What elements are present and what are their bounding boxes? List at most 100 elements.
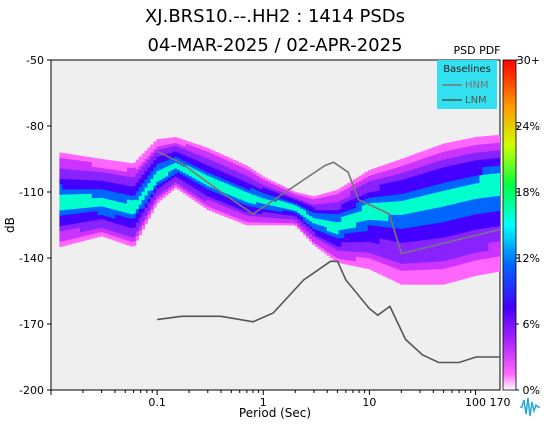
pdf-cell [279, 218, 284, 221]
pdf-cell [426, 194, 430, 203]
pdf-cell [150, 152, 154, 157]
pdf-cell [494, 150, 498, 159]
pdf-cell [220, 161, 225, 166]
pdf-cell [68, 204, 72, 210]
pdf-cell [391, 161, 395, 169]
pdf-cell [497, 248, 500, 257]
pdf-cell [438, 253, 442, 262]
pdf-cell [309, 236, 313, 239]
pdf-cell [329, 202, 333, 207]
pdf-cell [350, 218, 354, 224]
pdf-cell [450, 149, 454, 158]
pdf-cell [235, 214, 239, 219]
pdf-cell [361, 215, 366, 222]
pdf-cell [338, 188, 342, 193]
pdf-cell [323, 239, 328, 244]
pdf-cell [103, 181, 107, 186]
pdf-cell [335, 213, 339, 219]
pdf-cell [59, 220, 63, 227]
pdf-cell [91, 197, 96, 203]
pdf-cell [285, 202, 289, 205]
pdf-cell [461, 162, 466, 171]
pdf-cell [332, 229, 336, 234]
pdf-cell [218, 200, 222, 205]
pdf-cell [138, 178, 143, 183]
pdf-cell [88, 234, 93, 240]
pdf-cell [179, 168, 184, 172]
pdf-cell [382, 245, 386, 252]
pdf-cell [200, 192, 204, 196]
pdf-cell [82, 198, 87, 204]
pdf-cell [476, 182, 480, 191]
pdf-cell [361, 184, 366, 190]
pdf-cell [62, 194, 66, 200]
pdf-cell [144, 179, 148, 184]
pdf-cell [215, 165, 219, 170]
pdf-cell [59, 173, 63, 180]
pdf-cell [444, 158, 448, 167]
pdf-cell [218, 153, 222, 157]
pdf-cell [414, 277, 419, 285]
pdf-cell [121, 234, 125, 239]
pdf-cell [403, 263, 407, 271]
pdf-cell [361, 231, 366, 237]
pdf-cell [297, 212, 301, 216]
pdf-cell [59, 157, 63, 164]
pdf-cell [291, 192, 295, 195]
pdf-cell [467, 161, 472, 170]
pdf-cell [150, 205, 154, 210]
pdf-cell [458, 217, 463, 226]
pdf-cell [294, 218, 298, 221]
pdf-cell [241, 180, 245, 185]
pdf-cell [179, 179, 184, 183]
pdf-cell [253, 212, 257, 217]
pdf-cell [420, 262, 425, 270]
pdf-cell [203, 183, 207, 188]
pdf-cell [341, 246, 345, 251]
pdf-cell [426, 171, 430, 180]
pdf-cell [126, 208, 131, 214]
pdf-cell [329, 206, 333, 211]
pdf-cell [97, 227, 101, 233]
pdf-cell [267, 219, 272, 223]
pdf-cell [361, 225, 366, 232]
pdf-cell [326, 251, 331, 256]
pdf-cell [306, 214, 310, 217]
pdf-cell [200, 172, 204, 177]
pdf-cell [494, 173, 498, 182]
pdf-cell [335, 238, 339, 243]
pdf-cell [85, 202, 90, 208]
pdf-cell [256, 190, 260, 194]
pdf-cell [391, 201, 395, 209]
pdf-cell [173, 182, 178, 186]
pdf-cell [455, 164, 460, 173]
pdf-cell [455, 171, 460, 180]
pdf-cell [382, 232, 386, 240]
pdf-cell [112, 200, 116, 206]
pdf-cell [206, 154, 210, 159]
pdf-cell [385, 163, 389, 171]
pdf-cell [303, 228, 307, 231]
pdf-cell [444, 174, 448, 183]
pdf-cell [188, 178, 192, 183]
pdf-cell [470, 261, 474, 270]
pdf-cell [482, 189, 486, 198]
pdf-cell [265, 217, 269, 221]
pdf-cell [156, 177, 160, 182]
pdf-cell [94, 193, 98, 199]
pdf-cell [400, 179, 404, 188]
pdf-cell [212, 174, 216, 179]
pdf-cell [441, 221, 445, 231]
pdf-cell [447, 267, 451, 276]
pdf-cell [297, 216, 301, 220]
pdf-cell [241, 193, 245, 198]
pdf-cell [397, 173, 401, 181]
pdf-cell [65, 168, 69, 175]
pdf-cell [370, 259, 375, 266]
pdf-cell [197, 157, 201, 162]
pdf-cell [259, 199, 263, 203]
pdf-cell [244, 168, 248, 173]
pdf-cell [364, 252, 369, 258]
pdf-cell [291, 219, 295, 222]
pdf-cell [420, 225, 425, 233]
